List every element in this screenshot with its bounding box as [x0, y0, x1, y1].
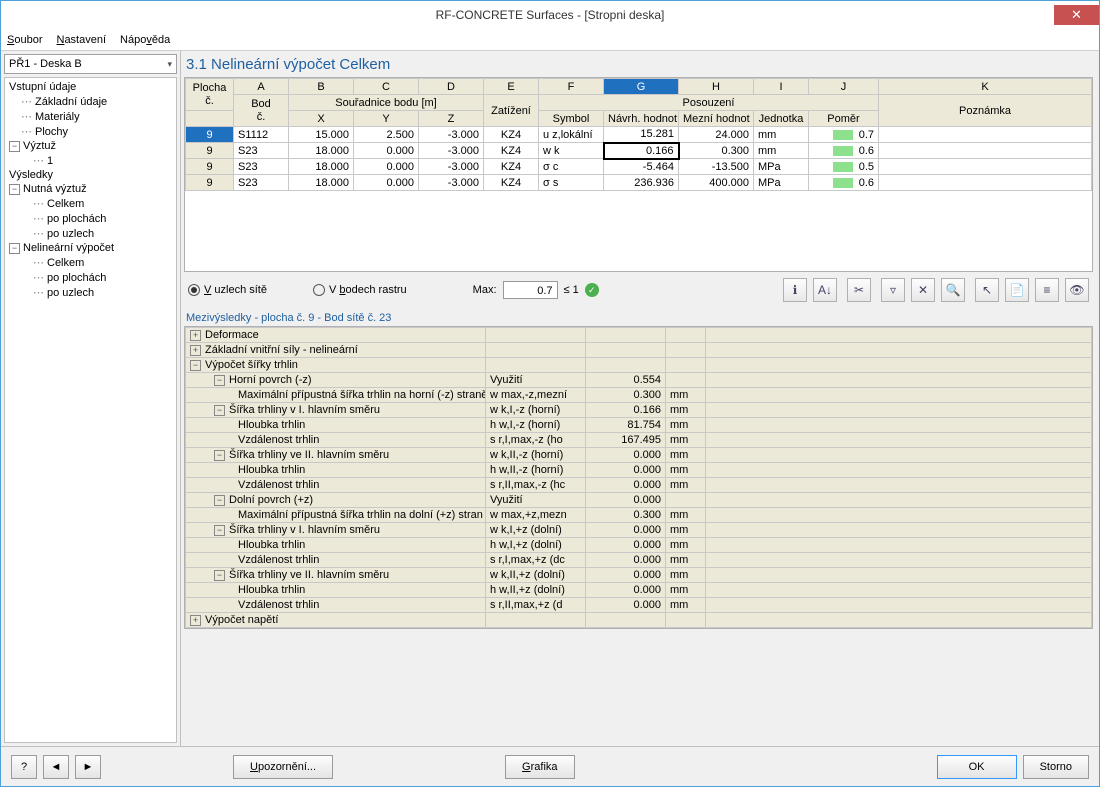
- close-button[interactable]: ✕: [1054, 5, 1099, 25]
- detail-label[interactable]: −Výpočet šířky trhlin: [186, 358, 486, 373]
- tree-item[interactable]: ⋯Plochy: [5, 124, 176, 139]
- details-grid[interactable]: +Deformace +Základní vnitřní síly - neli…: [184, 326, 1093, 629]
- detail-label[interactable]: +Výpočet napětí: [186, 613, 486, 628]
- chevron-down-icon: ▾: [167, 59, 172, 70]
- row-header[interactable]: 9: [186, 127, 234, 143]
- detail-label[interactable]: −Horní povrch (-z): [186, 373, 486, 388]
- detail-label[interactable]: Hloubka trhlin: [186, 463, 486, 478]
- detail-label[interactable]: +Základní vnitřní síly - nelineární: [186, 343, 486, 358]
- tree-item[interactable]: ⋯1: [5, 153, 176, 168]
- tree-item[interactable]: ⋯Celkem: [5, 196, 176, 211]
- tree-item[interactable]: ⋯po uzlech: [5, 226, 176, 241]
- detail-label[interactable]: Hloubka trhlin: [186, 418, 486, 433]
- detail-label[interactable]: Vzdálenost trhlin: [186, 478, 486, 493]
- case-combo[interactable]: PŘ1 - Deska B ▾: [4, 54, 177, 74]
- detail-label[interactable]: Maximální přípustná šířka trhlin na doln…: [186, 508, 486, 523]
- status-ok-icon: ✓: [585, 283, 599, 297]
- tree-item[interactable]: ⋯Celkem: [5, 255, 176, 270]
- clear-button[interactable]: ✕: [911, 278, 935, 302]
- max-label: Max:: [473, 284, 497, 296]
- window-title: RF-CONCRETE Surfaces - [Stropni deska]: [436, 8, 665, 22]
- cancel-button[interactable]: Storno: [1023, 755, 1089, 779]
- main-panel: 3.1 Nelineární výpočet Celkem Plochač. A…: [181, 51, 1099, 746]
- detail-label[interactable]: −Dolní povrch (+z): [186, 493, 486, 508]
- nav-tree: Vstupní údaje ⋯Základní údaje ⋯Materiály…: [4, 77, 177, 743]
- filter-button[interactable]: ✂: [847, 278, 871, 302]
- grid-controls: V uzlech sítě V bodech rastru Max: 0.7 ≤…: [184, 272, 1093, 308]
- footer: ? ◄ ► Upozornění... Grafika OK Storno: [1, 746, 1099, 786]
- prev-button[interactable]: ◄: [43, 755, 69, 779]
- max-value: 0.7: [503, 281, 558, 299]
- filter2-button[interactable]: ▿: [881, 278, 905, 302]
- help-button[interactable]: ?: [11, 755, 37, 779]
- tree-item[interactable]: ⋯po plochách: [5, 211, 176, 226]
- app-window: RF-CONCRETE Surfaces - [Stropni deska] ✕…: [0, 0, 1100, 787]
- row-header[interactable]: 9: [186, 175, 234, 191]
- graphics-button[interactable]: Grafika: [505, 755, 574, 779]
- detail-label[interactable]: −Šířka trhliny ve II. hlavním směru: [186, 448, 486, 463]
- detail-label[interactable]: −Šířka trhliny v I. hlavním směru: [186, 403, 486, 418]
- row-header[interactable]: 9: [186, 143, 234, 159]
- menu-help[interactable]: Nápověda: [120, 34, 170, 46]
- detail-label[interactable]: Vzdálenost trhlin: [186, 433, 486, 448]
- combo-value: PŘ1 - Deska B: [9, 58, 82, 70]
- section-title: 3.1 Nelineární výpočet Celkem: [184, 54, 1093, 77]
- radio-nodes[interactable]: V uzlech sítě: [188, 284, 267, 296]
- warnings-button[interactable]: Upozornění...: [233, 755, 333, 779]
- detail-label[interactable]: Hloubka trhlin: [186, 583, 486, 598]
- view-button[interactable]: 👁: [1065, 278, 1089, 302]
- tree-item[interactable]: ⋯po plochách: [5, 270, 176, 285]
- detail-label[interactable]: −Šířka trhliny ve II. hlavním směru: [186, 568, 486, 583]
- left-panel: PŘ1 - Deska B ▾ Vstupní údaje ⋯Základní …: [1, 51, 181, 746]
- chart-button[interactable]: ≡: [1035, 278, 1059, 302]
- menu-file[interactable]: Soubor: [7, 34, 42, 46]
- tree-results[interactable]: Výsledky: [5, 168, 176, 182]
- titlebar: RF-CONCRETE Surfaces - [Stropni deska] ✕: [1, 1, 1099, 29]
- next-button[interactable]: ►: [75, 755, 101, 779]
- tree-item[interactable]: −Nelineární výpočet: [5, 241, 176, 255]
- tree-item[interactable]: ⋯po uzlech: [5, 285, 176, 300]
- ok-button[interactable]: OK: [937, 755, 1017, 779]
- detail-label[interactable]: Vzdálenost trhlin: [186, 553, 486, 568]
- row-header[interactable]: 9: [186, 159, 234, 175]
- tree-item[interactable]: −Výztuž: [5, 139, 176, 153]
- details-title: Mezivýsledky - plocha č. 9 - Bod sítě č.…: [184, 308, 1093, 326]
- find-button[interactable]: 🔍: [941, 278, 965, 302]
- detail-label[interactable]: +Deformace: [186, 328, 486, 343]
- detail-label[interactable]: Hloubka trhlin: [186, 538, 486, 553]
- export-button[interactable]: 📄: [1005, 278, 1029, 302]
- tree-item[interactable]: −Nutná výztuž: [5, 182, 176, 196]
- tree-input-data[interactable]: Vstupní údaje: [5, 80, 176, 94]
- info-button[interactable]: ℹ: [783, 278, 807, 302]
- detail-label[interactable]: Maximální přípustná šířka trhlin na horn…: [186, 388, 486, 403]
- tree-item[interactable]: ⋯Materiály: [5, 109, 176, 124]
- tree-item[interactable]: ⋯Základní údaje: [5, 94, 176, 109]
- sort-button[interactable]: A↓: [813, 278, 837, 302]
- results-grid[interactable]: Plochač. ABCD EFGH IJK Bodč. Souřadnice …: [184, 77, 1093, 272]
- max-cond: ≤ 1: [564, 284, 579, 296]
- detail-label[interactable]: Vzdálenost trhlin: [186, 598, 486, 613]
- menubar: Soubor Nastavení Nápověda: [1, 29, 1099, 51]
- detail-label[interactable]: −Šířka trhliny v I. hlavním směru: [186, 523, 486, 538]
- radio-raster[interactable]: V bodech rastru: [313, 284, 407, 296]
- pick-button[interactable]: ↖: [975, 278, 999, 302]
- menu-settings[interactable]: Nastavení: [56, 34, 106, 46]
